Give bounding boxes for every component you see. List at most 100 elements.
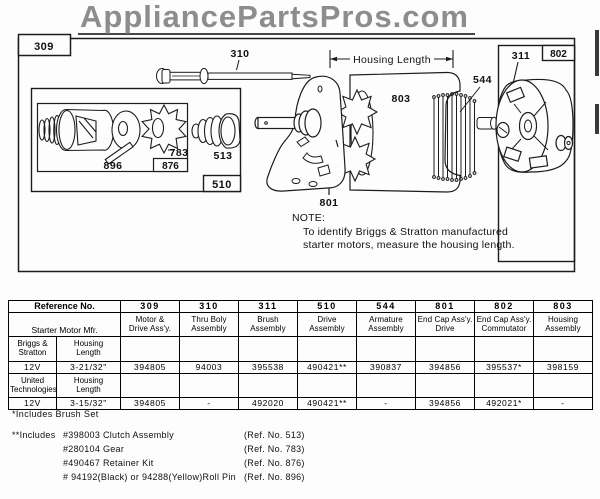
footnote-row: #490467 Retainer Kit (Ref. No. 876) <box>12 458 305 472</box>
col-name-line: Drive <box>435 323 455 333</box>
ref-896-label: 896 <box>103 160 122 172</box>
len-line: Housing <box>73 339 104 349</box>
ref-803-label: 803 <box>391 93 410 105</box>
col-header-544: 544 <box>356 300 416 313</box>
col-name-line: Drive <box>317 314 337 324</box>
watermark-logo: AppliancePartsPros.com <box>78 0 475 35</box>
mfr-cell-briggs: Briggs & Stratton <box>8 336 57 362</box>
footnote-part: #490467 Retainer Kit <box>63 458 154 468</box>
footnote-ref: (Ref. No. 896) <box>244 472 305 482</box>
roll-pin-drawing: 896 <box>103 141 134 172</box>
ref-876-label: 876 <box>162 161 179 172</box>
col-name-line: Assembly <box>250 323 286 333</box>
col-name-line: Assembly <box>368 323 404 333</box>
note-line2: starter motors, measure the housing leng… <box>303 239 515 251</box>
col-name-line: Thru Boly <box>191 314 227 324</box>
table-row-header-refs: Reference No. 309 310 311 510 544 801 80… <box>8 300 593 313</box>
part-number-cell: - <box>179 397 239 410</box>
length-cell: 3-15/32" <box>56 397 121 410</box>
includes-footnotes: **Includes #398003 Clutch Assembly (Ref.… <box>12 430 305 486</box>
table-row-briggs-12v: 12V 3-21/32" 394805 94003 395538 490421*… <box>8 361 593 374</box>
part-number-cell: 395538 <box>238 361 298 374</box>
drive-spring-drawing: 513 <box>191 113 241 162</box>
ref-802-label: 802 <box>550 49 567 60</box>
housing-length-cell: Housing Length <box>56 336 121 362</box>
col-header-801: 801 <box>415 300 475 313</box>
col-name-line: End Cap Ass'y. <box>476 314 532 324</box>
washer-drawing <box>111 110 141 150</box>
part-number-cell: 394805 <box>120 397 180 410</box>
table-cell-empty <box>474 336 534 362</box>
mfr-line: Briggs & <box>17 339 48 349</box>
table-cell-empty <box>474 373 534 398</box>
voltage-cell: 12V <box>8 361 57 374</box>
col-name-line: Assembly <box>309 323 345 333</box>
footnote-part: #398003 Clutch Assembly <box>63 430 174 440</box>
housing-drawing: 803 <box>349 71 461 193</box>
table-row-header-names: Starter Motor Mfr. Motor & Drive Ass'y. T… <box>8 312 593 337</box>
part-number-cell: 490421** <box>297 397 357 410</box>
col-name-line: Assembly <box>545 323 581 333</box>
drive-assembly-box: 510 876 <box>30 87 242 193</box>
col-header-802: 802 <box>474 300 534 313</box>
col-name-310: Thru Boly Assembly <box>179 312 239 337</box>
starter-motor-mfr-header: Starter Motor Mfr. <box>8 312 121 337</box>
table-cell-empty <box>356 373 416 398</box>
gear-cluster-drawing <box>333 88 379 183</box>
housing-length-cell: Housing Length <box>56 373 121 398</box>
col-name-line: End Cap Ass'y. <box>417 314 473 324</box>
brush-set-footnote: *Includes Brush Set <box>12 409 99 419</box>
scan-edge-artifact <box>595 30 599 162</box>
mfr-line: Technologies <box>10 384 57 394</box>
table-cell-empty <box>238 336 298 362</box>
part-number-cell: 398159 <box>533 361 593 374</box>
col-name-line: Brush <box>257 314 279 324</box>
col-name-line: Motor & <box>135 314 165 324</box>
ref-510-label: 510 <box>212 179 232 191</box>
part-number-cell: - <box>356 397 416 410</box>
pinion-gear-drawing: 783 <box>141 103 188 159</box>
part-number-cell: 395537* <box>474 361 534 374</box>
col-name-line: Drive Ass'y. <box>128 323 172 333</box>
part-number-cell: - <box>533 397 593 410</box>
end-cap-commutator-drawing <box>495 78 574 173</box>
col-header-510: 510 <box>297 300 357 313</box>
ref-513-label: 513 <box>213 150 232 162</box>
armature-drawing: 544 <box>432 74 498 182</box>
reference-no-header: Reference No. <box>8 300 121 313</box>
table-cell-empty <box>533 336 593 362</box>
ref-801-label: 801 <box>319 197 338 209</box>
table-cell-empty <box>297 373 357 398</box>
voltage-cell: 12V <box>8 397 57 410</box>
part-number-cell: 394856 <box>415 361 475 374</box>
table-cell-empty <box>415 336 475 362</box>
note-title: NOTE: <box>292 212 325 224</box>
footnote-row: **Includes #398003 Clutch Assembly (Ref.… <box>12 430 305 444</box>
table-cell-empty <box>179 373 239 398</box>
parts-diagram: 309 310 510 876 <box>17 33 576 273</box>
col-name-510: Drive Assembly <box>297 312 357 337</box>
col-header-309: 309 <box>120 300 180 313</box>
col-name-544: Armature Assembly <box>356 312 416 337</box>
part-number-cell: 492021* <box>474 397 534 410</box>
ref-783-label: 783 <box>169 147 188 159</box>
ref-544-label: 544 <box>473 74 492 86</box>
part-number-cell: 394856 <box>415 397 475 410</box>
footnote-part: #280104 Gear <box>63 444 125 454</box>
footnote-part: # 94192(Black) or 94288(Yellow)Roll Pin <box>63 472 236 482</box>
mfr-line: United <box>20 375 45 385</box>
col-header-311: 311 <box>238 300 298 313</box>
note-block: NOTE: To identify Briggs & Stratton manu… <box>292 212 515 251</box>
col-name-line: Commutator <box>481 323 527 333</box>
table-row-united-12v: 12V 3-15/32" 394805 - 492020 490421** - … <box>8 397 593 410</box>
table-row-briggs: Briggs & Stratton Housing Length <box>8 336 593 362</box>
col-header-803: 803 <box>533 300 593 313</box>
table-cell-empty <box>533 373 593 398</box>
len-line: Housing <box>73 375 104 385</box>
col-name-line: Armature <box>369 314 403 324</box>
col-name-309: Motor & Drive Ass'y. <box>120 312 180 337</box>
col-name-803: Housing Assembly <box>533 312 593 337</box>
parts-reference-table: Reference No. 309 310 311 510 544 801 80… <box>8 300 593 410</box>
length-cell: 3-21/32" <box>56 361 121 374</box>
footnote-row: # 94192(Black) or 94288(Yellow)Roll Pin … <box>12 472 305 486</box>
